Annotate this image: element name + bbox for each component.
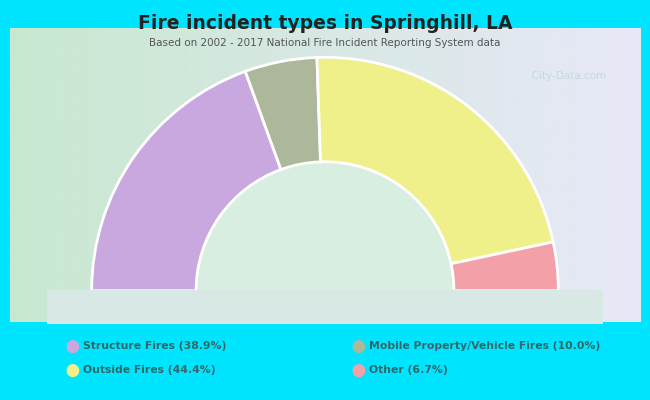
Wedge shape xyxy=(451,242,558,291)
Text: ⬤: ⬤ xyxy=(351,363,365,377)
Text: Structure Fires (38.9%): Structure Fires (38.9%) xyxy=(83,341,227,351)
Text: ⬤: ⬤ xyxy=(65,363,79,377)
Wedge shape xyxy=(317,57,553,264)
Polygon shape xyxy=(196,162,454,291)
Text: City-Data.com: City-Data.com xyxy=(525,71,606,81)
Text: ⬤: ⬤ xyxy=(65,339,79,353)
Text: Fire incident types in Springhill, LA: Fire incident types in Springhill, LA xyxy=(138,14,512,33)
Wedge shape xyxy=(92,71,281,291)
Wedge shape xyxy=(245,58,320,170)
Text: ⬤: ⬤ xyxy=(351,339,365,353)
Text: Other (6.7%): Other (6.7%) xyxy=(369,365,448,375)
Text: Outside Fires (44.4%): Outside Fires (44.4%) xyxy=(83,365,216,375)
Text: Based on 2002 - 2017 National Fire Incident Reporting System data: Based on 2002 - 2017 National Fire Incid… xyxy=(150,38,500,48)
Text: Mobile Property/Vehicle Fires (10.0%): Mobile Property/Vehicle Fires (10.0%) xyxy=(369,341,601,351)
Bar xyxy=(47,290,603,326)
